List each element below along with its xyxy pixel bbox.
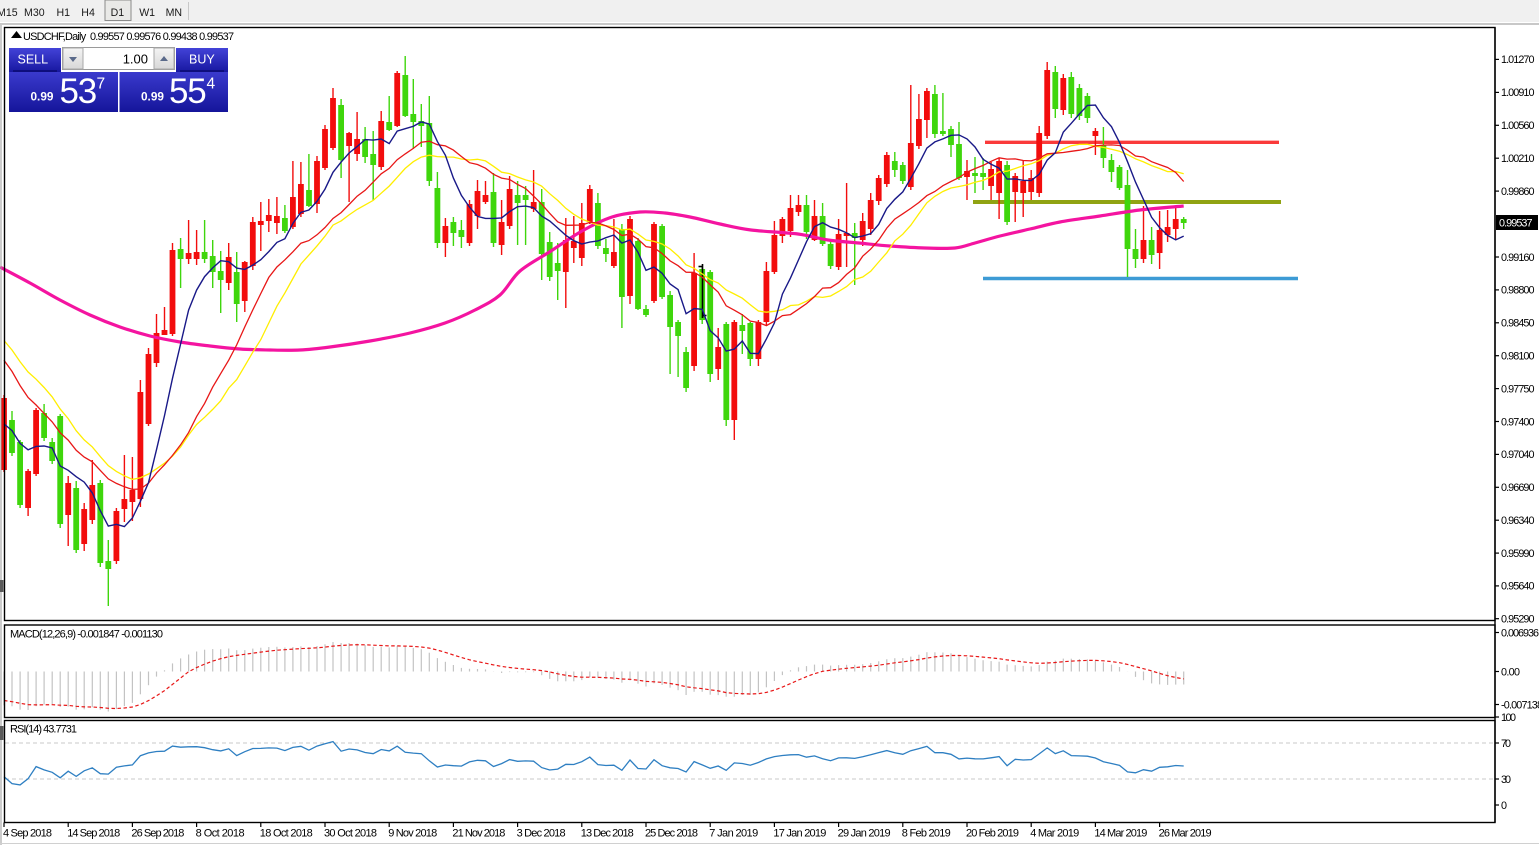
svg-text:25 Dec 2018: 25 Dec 2018: [645, 828, 698, 840]
svg-text:MN: MN: [166, 7, 182, 19]
svg-text:3 Dec 2018: 3 Dec 2018: [517, 828, 566, 840]
svg-text:20 Feb 2019: 20 Feb 2019: [966, 828, 1019, 840]
svg-text:53: 53: [60, 72, 97, 111]
svg-text:H1: H1: [57, 7, 71, 19]
svg-text:8 Feb 2019: 8 Feb 2019: [902, 828, 951, 840]
svg-text:30 Oct 2018: 30 Oct 2018: [324, 828, 377, 840]
svg-text:0.00: 0.00: [1501, 666, 1520, 678]
svg-text:1.00: 1.00: [123, 52, 148, 67]
svg-text:0.96690: 0.96690: [1501, 482, 1535, 494]
svg-text:BUY: BUY: [189, 53, 215, 67]
svg-text:1.00210: 1.00210: [1501, 153, 1535, 165]
svg-text:1.01270: 1.01270: [1501, 54, 1535, 66]
svg-text:100: 100: [1501, 712, 1516, 724]
svg-text:7 Jan 2019: 7 Jan 2019: [709, 828, 758, 840]
svg-text:0.97040: 0.97040: [1501, 449, 1535, 461]
svg-text:0.95640: 0.95640: [1501, 581, 1535, 593]
svg-text:0.95290: 0.95290: [1501, 614, 1535, 626]
svg-text:30: 30: [1501, 774, 1511, 786]
svg-text:W1: W1: [139, 7, 155, 19]
svg-text:0.98450: 0.98450: [1501, 318, 1535, 330]
svg-text:1.00910: 1.00910: [1501, 87, 1535, 99]
svg-text:14 Mar 2019: 14 Mar 2019: [1094, 828, 1147, 840]
svg-text:0.99860: 0.99860: [1501, 186, 1535, 198]
svg-text:0.96340: 0.96340: [1501, 515, 1535, 527]
svg-text:-0.007138: -0.007138: [1501, 699, 1539, 711]
svg-text:SELL: SELL: [18, 53, 49, 67]
svg-text:4 Mar 2019: 4 Mar 2019: [1030, 828, 1079, 840]
svg-text:0.98100: 0.98100: [1501, 351, 1535, 363]
svg-text:0.97400: 0.97400: [1501, 416, 1535, 428]
svg-text:M15: M15: [0, 7, 18, 19]
svg-text:0.97750: 0.97750: [1501, 383, 1535, 395]
svg-text:0.99160: 0.99160: [1501, 252, 1535, 264]
svg-text:17 Jan 2019: 17 Jan 2019: [773, 828, 826, 840]
svg-text:9 Nov 2018: 9 Nov 2018: [388, 828, 437, 840]
svg-text:14 Sep 2018: 14 Sep 2018: [67, 828, 120, 840]
svg-text:RSI(14) 43.7731: RSI(14) 43.7731: [10, 724, 77, 736]
svg-text:4 Sep 2018: 4 Sep 2018: [3, 828, 52, 840]
svg-text:MACD(12,26,9) -0.001847 -0.001: MACD(12,26,9) -0.001847 -0.001130: [10, 629, 163, 641]
svg-text:0.98800: 0.98800: [1501, 285, 1535, 297]
svg-text:8 Oct 2018: 8 Oct 2018: [196, 828, 245, 840]
svg-text:21 Nov 2018: 21 Nov 2018: [452, 828, 505, 840]
svg-text:0.006936: 0.006936: [1501, 627, 1539, 639]
svg-text:0.99537: 0.99537: [1499, 217, 1533, 229]
svg-text:0.95990: 0.95990: [1501, 548, 1535, 560]
svg-text:H4: H4: [81, 7, 95, 19]
svg-text:18 Oct 2018: 18 Oct 2018: [260, 828, 313, 840]
svg-text:29 Jan 2019: 29 Jan 2019: [838, 828, 891, 840]
svg-text:M30: M30: [24, 7, 45, 19]
svg-text:1.00560: 1.00560: [1501, 120, 1535, 132]
svg-text:0: 0: [1501, 800, 1507, 812]
svg-text:70: 70: [1501, 738, 1511, 750]
svg-text:13 Dec 2018: 13 Dec 2018: [581, 828, 634, 840]
svg-text:0.99: 0.99: [31, 90, 54, 104]
svg-text:7: 7: [97, 76, 106, 93]
svg-text:USDCHF,Daily 0.99557 0.99576: USDCHF,Daily 0.99557 0.99576 0.99438 0.9…: [23, 31, 234, 43]
svg-text:26 Sep 2018: 26 Sep 2018: [131, 828, 184, 840]
svg-text:D1: D1: [111, 7, 125, 19]
svg-text:4: 4: [207, 76, 216, 93]
svg-text:26 Mar 2019: 26 Mar 2019: [1159, 828, 1212, 840]
svg-text:0.99: 0.99: [141, 90, 164, 104]
svg-text:55: 55: [169, 72, 206, 111]
